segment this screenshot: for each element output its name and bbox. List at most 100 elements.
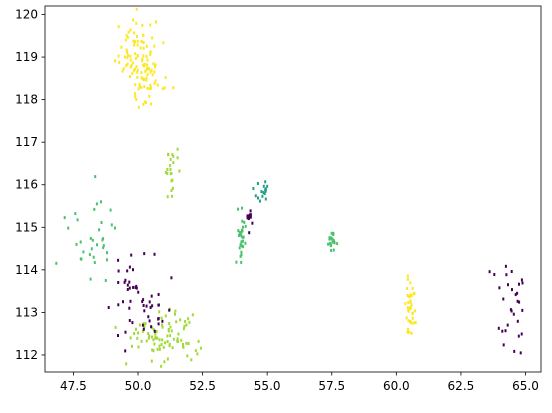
scatter-point — [151, 36, 154, 40]
scatter-point — [106, 258, 108, 262]
scatter-point — [132, 61, 135, 65]
scatter-point — [153, 70, 156, 74]
scatter-point — [504, 264, 507, 268]
scatter-point — [146, 58, 149, 62]
scatter-point — [410, 294, 413, 298]
scatter-point — [409, 299, 412, 303]
scatter-point — [521, 281, 524, 285]
scatter-point — [151, 304, 154, 308]
scatter-point — [153, 44, 156, 48]
scatter-point — [120, 45, 123, 49]
x-tick-label: 50.0 — [125, 379, 152, 393]
scatter-point — [157, 317, 160, 320]
y-tick-label: 120 — [15, 8, 38, 22]
scatter-point — [142, 46, 145, 50]
scatter-point — [131, 321, 134, 325]
scatter-point — [409, 281, 412, 285]
scatter-point — [114, 226, 116, 230]
scatter-point — [406, 277, 409, 281]
scatter-point — [197, 339, 200, 343]
scatter-point — [79, 240, 82, 244]
scatter-point — [246, 214, 249, 218]
scatter-point — [237, 207, 240, 211]
scatter-point — [125, 362, 128, 366]
scatter-point — [240, 234, 243, 238]
scatter-point — [136, 43, 139, 47]
scatter-point — [135, 327, 137, 331]
scatter-point — [170, 276, 173, 280]
scatter-point — [153, 252, 156, 256]
scatter-point — [502, 343, 505, 347]
scatter-point — [145, 55, 148, 58]
scatter-point — [164, 341, 167, 345]
scatter-point — [124, 349, 127, 353]
scatter-point — [129, 58, 132, 62]
scatter-point — [94, 175, 97, 179]
scatter-point — [152, 338, 155, 342]
scatter-point — [102, 246, 105, 250]
scatter-point — [93, 207, 96, 211]
scatter-point — [238, 230, 241, 234]
data-points — [55, 7, 524, 368]
scatter-point — [96, 243, 98, 247]
scatter-point — [141, 329, 144, 333]
scatter-point — [135, 7, 138, 11]
scatter-point — [146, 63, 149, 67]
scatter-point — [169, 158, 172, 161]
scatter-point — [95, 202, 98, 206]
scatter-point — [107, 306, 110, 309]
scatter-point — [182, 343, 184, 346]
scatter-point — [154, 65, 156, 69]
scatter-point — [136, 39, 139, 43]
scatter-point — [104, 279, 107, 282]
scatter-point — [144, 101, 147, 105]
scatter-point — [238, 246, 241, 250]
scatter-point — [513, 349, 516, 353]
y-tick-label: 119 — [15, 50, 38, 64]
scatter-point — [405, 316, 408, 320]
scatter-point — [102, 237, 105, 241]
scatter-point — [144, 69, 147, 73]
y-tick-label: 112 — [15, 348, 38, 362]
scatter-point — [127, 53, 130, 57]
scatter-point — [504, 329, 507, 333]
scatter-point — [330, 244, 333, 248]
scatter-point — [242, 235, 245, 239]
scatter-point — [150, 294, 153, 298]
scatter-point — [333, 239, 335, 243]
scatter-point — [170, 189, 173, 192]
scatter-point — [171, 178, 174, 182]
scatter-point — [519, 351, 522, 355]
scatter-point — [406, 306, 409, 310]
scatter-point — [177, 332, 180, 336]
scatter-point — [409, 307, 412, 311]
scatter-point — [126, 283, 129, 287]
scatter-point — [175, 320, 178, 324]
scatter-point — [134, 95, 137, 99]
scatter-point — [196, 352, 199, 356]
scatter-point — [145, 78, 148, 82]
scatter-point — [145, 339, 148, 343]
scatter-point — [256, 182, 259, 185]
scatter-point — [149, 70, 152, 74]
scatter-point — [143, 62, 146, 66]
scatter-point — [166, 168, 169, 171]
scatter-point — [258, 199, 261, 203]
scatter-point — [135, 98, 138, 101]
scatter-point — [191, 313, 194, 317]
scatter-point — [506, 323, 509, 327]
scatter-point — [129, 65, 132, 69]
scatter-point — [141, 76, 144, 80]
plot-background — [45, 6, 541, 372]
scatter-point — [148, 319, 151, 323]
scatter-point — [151, 326, 154, 330]
scatter-point — [89, 236, 92, 240]
scatter-point — [509, 308, 512, 312]
scatter-point — [164, 76, 167, 80]
scatter-point — [91, 238, 94, 242]
scatter-point — [262, 191, 265, 195]
scatter-point — [169, 334, 172, 338]
scatter-point — [336, 242, 339, 246]
scatter-point — [328, 236, 331, 240]
